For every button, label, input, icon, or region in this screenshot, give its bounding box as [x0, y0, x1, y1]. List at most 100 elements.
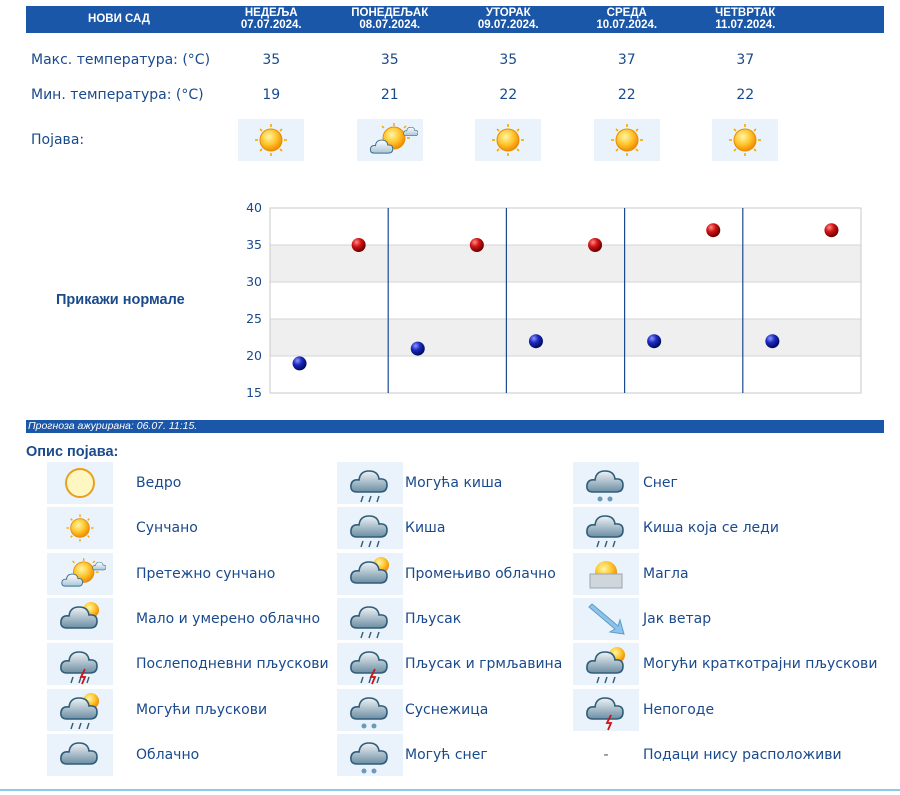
y-tick-label: 35 — [246, 237, 262, 252]
legend-item: Могућ снег — [337, 733, 488, 776]
min-temp-point — [292, 356, 307, 371]
min-temp-value: 19 — [262, 87, 281, 103]
variable-cloudy-icon — [337, 552, 403, 595]
legend-item: Послеподневни пљускови — [47, 643, 329, 686]
max-temp-row: Макс. температура: (°C) 35 35 35 37 37 — [26, 50, 884, 70]
legend-label: Пљусак и грмљавина — [405, 656, 563, 673]
day-date: 11.07.2024. — [715, 19, 776, 31]
legend-item: Киша која се леди — [573, 507, 779, 550]
legend-item: Пљусак и грмљавина — [337, 643, 563, 686]
max-temp-point — [588, 238, 603, 252]
phenomenon-label: Појава: — [31, 132, 85, 148]
max-temp-value: 35 — [262, 52, 281, 68]
legend-item: Ведро — [47, 462, 181, 504]
mostly-sunny-icon — [356, 119, 423, 161]
day-date: 08.07.2024. — [359, 19, 421, 31]
legend-item: Суснежица — [337, 688, 489, 731]
legend-item: Мало и умерено облачно — [47, 597, 320, 640]
rain-icon — [337, 507, 403, 550]
dash-symbol: - — [603, 746, 609, 763]
y-tick-label: 15 — [246, 385, 262, 400]
legend-label: Могући пљускови — [136, 701, 268, 718]
sunny-icon — [593, 119, 660, 161]
legend-item: Могући пљускови — [47, 688, 268, 731]
thunder-shower-icon — [337, 643, 403, 686]
fog-icon — [573, 552, 639, 595]
legend-item: Могући краткотрајни пљускови — [573, 643, 878, 686]
legend-item: Претежно сунчано — [47, 552, 276, 595]
legend-label: Подаци нису расположиви — [643, 746, 842, 763]
day-header: УТОРАК 09.07.2024. — [449, 6, 568, 33]
legend-label: Пљусак — [405, 610, 462, 627]
day-name: ЧЕТВРТАК — [715, 7, 776, 19]
forecast-updated: Прогноза ажурирана: 06.07. 11:15. — [26, 420, 884, 433]
show-normals-link[interactable]: Прикажи нормале — [56, 292, 185, 308]
min-temp-value: 22 — [499, 87, 518, 103]
phenomenon-row: Појава: — [26, 119, 884, 161]
chart-frame — [269, 207, 862, 394]
legend-item: Непогоде — [573, 688, 715, 731]
mostly-sunny-icon — [47, 552, 113, 595]
forecast-header: НОВИ САД НЕДЕЉА 07.07.2024. ПОНЕДЕЉАК 08.0… — [26, 6, 884, 33]
legend-label: Непогоде — [643, 701, 715, 718]
legend-title: Опис појава: — [26, 444, 119, 460]
day-name: УТОРАК — [485, 7, 531, 19]
min-temp-row: Мин. температура: (°C) 19 21 22 22 22 — [26, 85, 884, 105]
legend-item: Могућа киша — [337, 462, 502, 504]
partly-cloudy-icon — [47, 597, 113, 640]
forecast-table: НОВИ САД НЕДЕЉА 07.07.2024. ПОНЕДЕЉАК 08.0… — [26, 6, 884, 161]
max-temp-value: 35 — [499, 52, 518, 68]
min-temp-point — [528, 334, 543, 349]
legend-label: Сунчано — [136, 520, 198, 537]
chart-band — [270, 245, 861, 282]
legend-label: Послеподневни пљускови — [136, 656, 329, 673]
possible-snow-icon — [337, 733, 403, 776]
max-temp-value: 37 — [736, 52, 755, 68]
legend-item: Пљусак — [337, 597, 462, 640]
min-temp-value: 21 — [380, 87, 399, 103]
legend-label: Могући краткотрајни пљускови — [643, 656, 878, 673]
day-header: НЕДЕЉА 07.07.2024. — [212, 6, 331, 33]
max-temp-point — [351, 238, 366, 252]
legend-item: Облачно — [47, 733, 200, 776]
y-tick-label: 25 — [246, 311, 262, 326]
day-header: ПОНЕДЕЉАК 08.07.2024. — [331, 6, 450, 33]
storm-icon — [573, 688, 639, 731]
min-temp-point — [647, 334, 662, 349]
day-date: 09.07.2024. — [477, 19, 539, 31]
legend-item: Снег — [573, 462, 678, 504]
day-name: НЕДЕЉА — [244, 7, 298, 19]
shower-icon — [337, 597, 403, 640]
strong-wind-icon — [573, 597, 639, 640]
day-header: ЧЕТВРТАК 11.07.2024. — [686, 6, 805, 33]
legend-label: Облачно — [136, 746, 200, 763]
legend-label: Киша која се леди — [643, 520, 779, 537]
legend-label: Суснежица — [405, 701, 489, 718]
y-tick-label: 40 — [246, 200, 262, 215]
temperature-chart-area: Прикажи нормале 15 20 25 30 35 40 — [0, 195, 900, 410]
day-date: 10.07.2024. — [596, 19, 658, 31]
chart-band — [270, 319, 861, 356]
max-temp-point — [706, 223, 721, 238]
min-temp-value: 22 — [736, 87, 755, 103]
legend-item: Сунчано — [47, 507, 198, 550]
legend-label: Снег — [643, 475, 678, 491]
cloudy-icon — [47, 733, 113, 776]
legend-label: Могућа киша — [405, 475, 503, 491]
city-name: НОВИ САД — [88, 13, 150, 25]
max-temp-value: 37 — [617, 52, 636, 68]
sunny-icon — [47, 507, 113, 550]
sunny-icon — [475, 119, 542, 161]
legend-label: Киша — [405, 520, 446, 537]
legend-label: Претежно сунчано — [136, 565, 276, 582]
day-header: СРЕДА 10.07.2024. — [568, 6, 687, 33]
max-temp-label: Макс. температура: (°C) — [31, 52, 211, 68]
max-temp-point — [824, 223, 839, 238]
day-name: ПОНЕДЕЉАК — [351, 7, 429, 19]
day-name: СРЕДА — [606, 7, 647, 19]
y-tick-label: 30 — [246, 274, 262, 289]
sunny-icon — [238, 119, 305, 161]
possible-showers-icon — [47, 688, 113, 731]
max-temp-value: 35 — [380, 52, 399, 68]
legend-item: - Подаци нису расположиви — [573, 734, 842, 776]
